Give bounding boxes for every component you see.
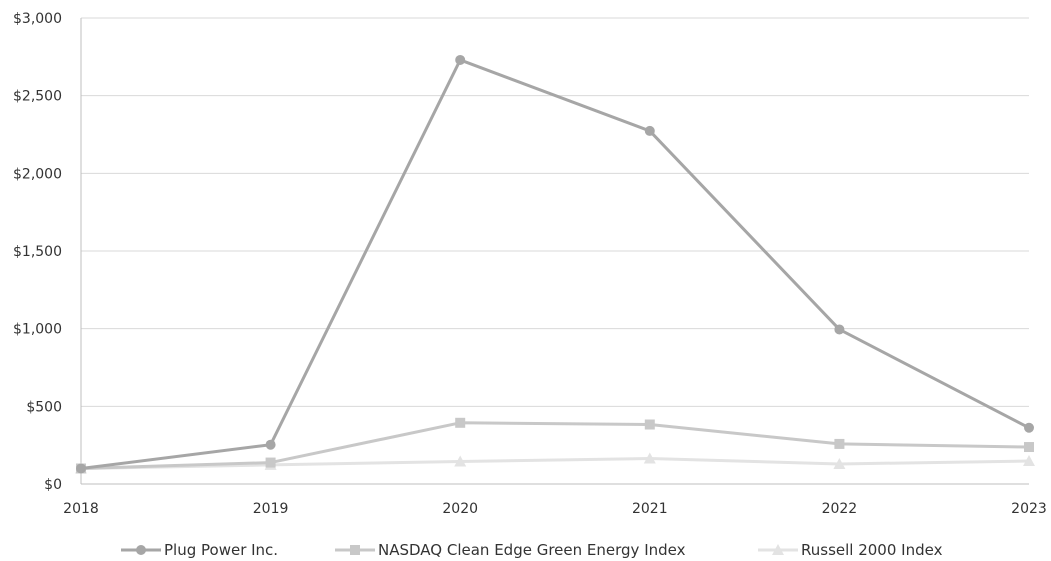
- legend-marker: [136, 545, 146, 555]
- legend-item: Plug Power Inc.: [121, 541, 278, 559]
- series-line: [80, 421, 1030, 470]
- data-point: [265, 457, 276, 468]
- y-axis-tick-labels: $0 $500 $1,000 $1,500 $2,000 $2,500 $3,000: [13, 11, 62, 493]
- x-tick-label: 2019: [253, 501, 289, 517]
- data-point: [455, 417, 466, 428]
- series-1: [76, 417, 1034, 474]
- series-lines: [75, 54, 1035, 474]
- gridlines: [80, 17, 1029, 485]
- legend: Plug Power Inc. NASDAQ Clean Edge Green E…: [121, 541, 943, 559]
- legend-item: NASDAQ Clean Edge Green Energy Index: [335, 541, 686, 559]
- y-tick-label: $1,000: [13, 322, 62, 338]
- data-point: [644, 125, 655, 136]
- legend-marker: [350, 545, 360, 555]
- data-point: [1023, 455, 1035, 467]
- y-tick-label: $3,000: [13, 11, 62, 27]
- data-point: [834, 438, 845, 449]
- data-point: [1024, 442, 1034, 453]
- legend-item: Russell 2000 Index: [758, 541, 943, 559]
- legend-label: NASDAQ Clean Edge Green Energy Index: [378, 541, 686, 559]
- x-axis-tick-labels: 2018 2019 2020 2021 2022 2023: [63, 501, 1047, 517]
- series-0: [76, 54, 1034, 474]
- x-tick-label: 2022: [822, 501, 858, 517]
- series-line: [80, 58, 1030, 470]
- y-tick-label: $2,000: [13, 166, 62, 182]
- data-point: [454, 455, 467, 467]
- data-point: [834, 324, 845, 335]
- x-tick-label: 2021: [632, 501, 668, 517]
- data-point: [76, 463, 86, 474]
- data-point: [643, 452, 656, 464]
- data-point: [1024, 422, 1034, 433]
- legend-label: Plug Power Inc.: [164, 541, 278, 559]
- data-point: [265, 439, 276, 450]
- data-point: [455, 54, 466, 65]
- data-point: [644, 419, 655, 430]
- y-tick-label: $1,500: [13, 244, 62, 260]
- x-tick-label: 2023: [1011, 501, 1047, 517]
- legend-label: Russell 2000 Index: [801, 541, 943, 559]
- y-tick-label: $0: [44, 477, 62, 493]
- data-point: [833, 457, 846, 469]
- x-tick-label: 2020: [442, 501, 478, 517]
- y-tick-label: $500: [26, 399, 62, 415]
- y-tick-label: $2,500: [13, 89, 62, 105]
- legend-marker: [772, 544, 784, 555]
- x-tick-label: 2018: [63, 501, 99, 517]
- series-line: [80, 457, 1030, 470]
